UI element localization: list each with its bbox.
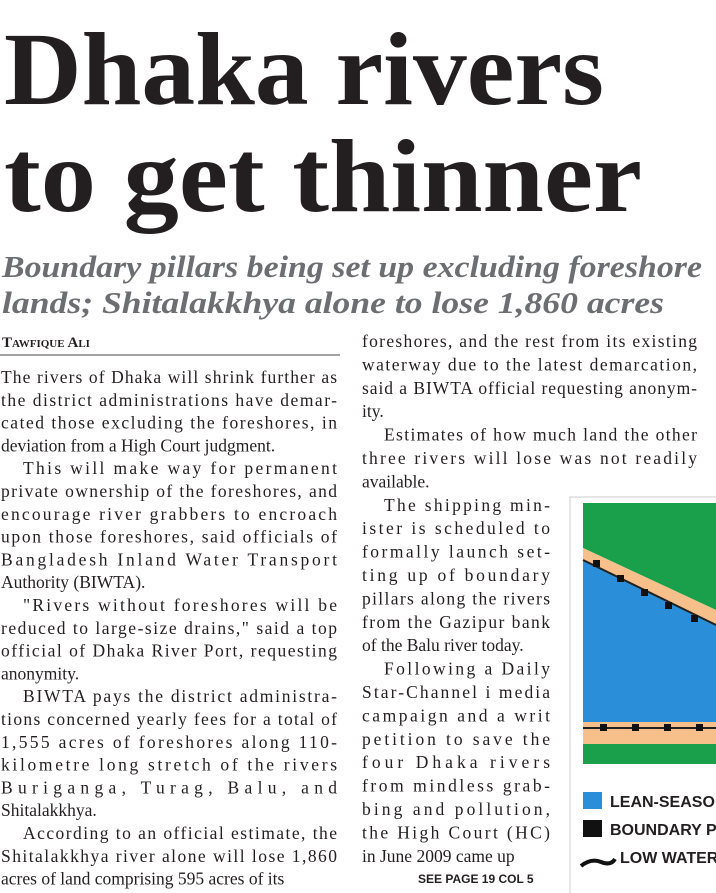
body-line: formally launch set- [362, 542, 550, 562]
body-line: Estimates of how much land the other [384, 425, 697, 445]
legend-label: LOW WATER [620, 850, 716, 867]
body-line: Following a Daily [384, 659, 550, 679]
body-line: the district administrations have demar- [1, 390, 337, 410]
body-line: According to an official estimate, the [23, 823, 337, 843]
body-line: bing and pollution, [362, 799, 550, 819]
body-line: said a BIWTA official requesting anonym- [362, 378, 697, 398]
body-line: from the Gazipur bank [362, 612, 550, 632]
body-line: 1,555 acres of foreshores along 110- [1, 732, 337, 752]
body-line: official of Dhaka River Port, requesting [1, 641, 337, 661]
body-line: ting up of boundary [362, 565, 550, 585]
headline: Dhaka rivers [4, 12, 604, 127]
body-line: This will make way for permanent [23, 458, 337, 478]
body-line: ister is scheduled to [362, 518, 550, 538]
legend-swatch [579, 857, 617, 868]
jump-line: SEE PAGE 19 COL 5 [418, 872, 534, 886]
body-line: foreshores, and the rest from its existi… [362, 331, 697, 351]
body-line: ity. [362, 401, 384, 421]
boundary-line [582, 559, 716, 626]
body-line: in June 2009 came up [362, 846, 515, 866]
body-line: Bangladesh Inland Water Transport [1, 549, 337, 569]
body-line: pillars along the rivers [362, 588, 550, 608]
body-line: campaign and a writ [362, 705, 550, 725]
body-line: BIWTA pays the district administra- [23, 686, 337, 706]
map-bank [583, 503, 716, 610]
body-line: anonymity. [1, 663, 79, 683]
subheadline: lands; Shitalakkhya alone to lose 1,860 … [2, 285, 664, 320]
body-line: the High Court (HC) [362, 822, 550, 842]
body-line: upon those foreshores, said officials of [1, 527, 337, 547]
body-line: kilometre long stretch of the rivers [1, 755, 337, 775]
headline: to get thinner [4, 119, 642, 234]
legend-swatch [583, 792, 602, 809]
body-line: deviation from a High Court judgment. [1, 435, 275, 455]
body-line: available. [362, 471, 430, 491]
body-line: petition to save the [362, 729, 550, 749]
map: LEAN-SEASO BOUNDARY P LOW WATER [569, 496, 716, 893]
subheadline: Boundary pillars being set up excluding … [1, 249, 702, 284]
legend-label: LEAN-SEASO [610, 794, 715, 811]
byline: Tawfique Ali [2, 335, 90, 351]
body-line: three rivers will lose was not readily [362, 448, 697, 468]
body-line: The shipping min- [384, 495, 550, 515]
body-line: acres of land comprising 595 acres of it… [1, 869, 285, 889]
body-line: The rivers of Dhaka will shrink further … [1, 367, 337, 387]
body-line: Shitalakkhya river alone will lose 1,860 [1, 846, 337, 866]
body-line: tions concerned yearly fees for a total … [1, 709, 337, 729]
legend-swatch [583, 820, 602, 837]
legend-label: BOUNDARY P [610, 822, 716, 839]
body-line: of the Balu river today. [362, 635, 524, 655]
body-line: Shitalakkhya. [1, 800, 97, 820]
body-line: "Rivers without foreshores will be [23, 595, 337, 615]
body-line: four Dhaka rivers [362, 752, 550, 772]
map-river [583, 560, 716, 725]
body-line: Buriganga, Turag, Balu, and [1, 777, 337, 797]
body-line: private ownership of the foreshores, and [1, 481, 337, 501]
body-line: encourage river grabbers to encroach [1, 504, 337, 524]
body-line: reduced to large-size drains," said a to… [1, 618, 337, 638]
pillars [593, 560, 703, 731]
map-bank [583, 744, 716, 764]
body-line: Star-Channel i media [362, 682, 550, 702]
body-line: waterway due to the latest demarcation, [362, 354, 697, 374]
body-line: from mindless grab- [362, 776, 550, 796]
body-line: cated those excluding the foreshores, in [1, 413, 337, 433]
body-line: Authority (BIWTA). [1, 572, 145, 592]
